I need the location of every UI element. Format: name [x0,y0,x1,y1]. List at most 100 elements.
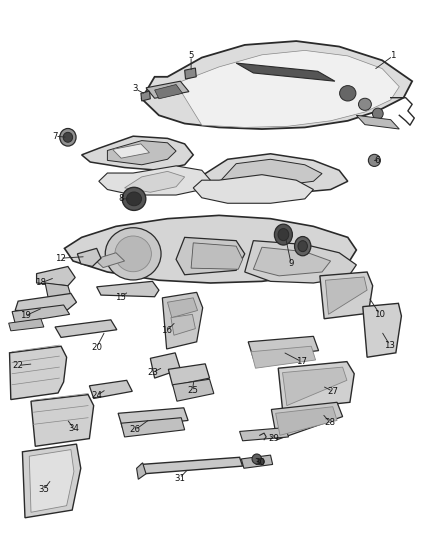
Ellipse shape [358,98,371,110]
Polygon shape [325,277,367,314]
Text: 31: 31 [174,474,185,483]
Polygon shape [191,243,243,269]
Polygon shape [185,68,196,79]
Text: 35: 35 [39,484,49,494]
Ellipse shape [122,187,146,211]
Polygon shape [248,336,318,358]
Text: 18: 18 [35,279,46,287]
Polygon shape [276,407,337,435]
Polygon shape [12,305,70,323]
Polygon shape [78,248,101,266]
Text: 26: 26 [130,425,141,434]
Text: 16: 16 [161,326,172,335]
Polygon shape [36,266,75,286]
Ellipse shape [278,229,289,241]
Text: 20: 20 [91,343,102,352]
Polygon shape [124,172,185,192]
Polygon shape [320,272,373,319]
Text: 5: 5 [188,51,194,60]
Ellipse shape [63,132,73,142]
Text: 17: 17 [296,357,307,366]
Ellipse shape [127,192,141,206]
Ellipse shape [60,128,76,146]
Text: 30: 30 [254,458,265,467]
Polygon shape [162,292,203,349]
Polygon shape [107,141,176,165]
Polygon shape [251,346,315,368]
Polygon shape [236,63,335,81]
Polygon shape [219,159,322,188]
Polygon shape [150,353,180,378]
Polygon shape [245,241,357,283]
Polygon shape [9,319,44,331]
Ellipse shape [372,108,383,119]
Polygon shape [97,281,159,297]
Polygon shape [55,320,117,337]
Polygon shape [176,237,245,274]
Polygon shape [22,444,81,518]
Polygon shape [173,379,214,401]
Polygon shape [357,115,399,129]
Text: 6: 6 [374,156,380,165]
Polygon shape [29,450,74,512]
Polygon shape [89,381,132,399]
Text: 25: 25 [187,386,198,395]
Polygon shape [278,361,354,409]
Polygon shape [253,247,331,276]
Text: 19: 19 [20,311,30,320]
Polygon shape [193,175,314,203]
Ellipse shape [115,236,152,272]
Polygon shape [241,455,272,469]
Polygon shape [363,303,401,357]
Ellipse shape [368,155,380,166]
Polygon shape [137,463,146,479]
Text: 27: 27 [327,387,338,396]
Ellipse shape [252,454,261,464]
Polygon shape [171,314,195,335]
Polygon shape [121,418,185,437]
Polygon shape [202,154,348,193]
Polygon shape [272,402,343,440]
Text: 15: 15 [115,293,126,302]
Ellipse shape [105,228,161,280]
Text: 22: 22 [13,361,24,370]
Text: 7: 7 [52,132,58,141]
Text: 23: 23 [147,368,158,377]
Text: 8: 8 [118,195,124,204]
Text: 34: 34 [68,424,79,433]
Polygon shape [176,51,399,127]
Polygon shape [168,364,209,386]
Polygon shape [15,294,77,311]
Text: 10: 10 [374,310,385,319]
Polygon shape [141,91,150,101]
Text: 1: 1 [390,51,396,60]
Polygon shape [167,298,198,318]
Text: 29: 29 [268,434,279,443]
Polygon shape [81,136,193,170]
Polygon shape [283,367,347,406]
Text: 13: 13 [384,341,396,350]
Polygon shape [31,394,94,446]
Ellipse shape [298,241,307,252]
Polygon shape [141,457,243,474]
Text: 9: 9 [289,259,294,268]
Polygon shape [99,166,210,195]
Ellipse shape [274,224,293,245]
Ellipse shape [339,86,356,101]
Polygon shape [142,41,412,129]
Text: 28: 28 [324,417,335,426]
Ellipse shape [258,458,264,465]
Text: 12: 12 [55,254,66,263]
Polygon shape [113,144,149,158]
Polygon shape [10,346,67,400]
Polygon shape [64,215,357,283]
Polygon shape [45,283,71,298]
Text: 24: 24 [91,391,102,400]
Polygon shape [95,253,124,268]
Polygon shape [240,427,289,441]
Polygon shape [155,85,183,99]
Polygon shape [118,408,188,427]
Polygon shape [146,81,189,98]
Ellipse shape [294,237,311,256]
Text: 3: 3 [133,84,138,93]
